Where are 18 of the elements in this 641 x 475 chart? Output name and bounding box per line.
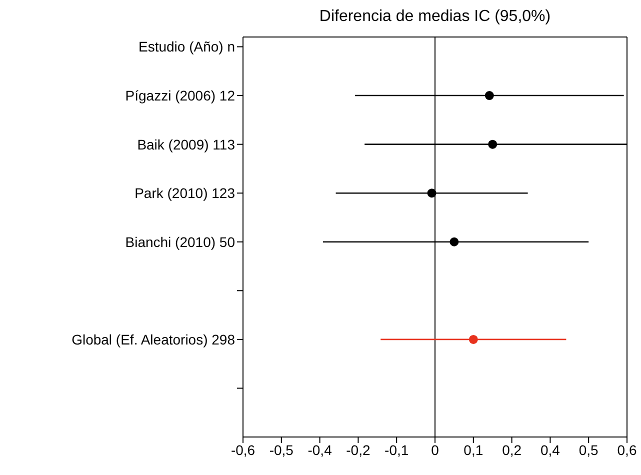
y-tick-label: Pígazzi (2006) 12 <box>125 88 236 104</box>
x-tick-label: -0,2 <box>346 442 370 458</box>
x-tick-label: 0,6 <box>617 442 637 458</box>
x-tick-label: -0,1 <box>384 442 409 458</box>
x-tick-label: -0,4 <box>308 442 332 458</box>
y-tick-label: Bianchi (2010) 50 <box>125 234 236 250</box>
y-tick-label: Park (2010) 123 <box>134 185 236 202</box>
y-tick-label: Baik (2009) 113 <box>137 136 236 152</box>
x-tick-label: 0,4 <box>540 442 560 458</box>
y-tick-label: Estudio (Año) n <box>138 38 235 55</box>
x-tick-label: -0,6 <box>230 442 256 458</box>
x-tick-label: 0,5 <box>578 442 599 458</box>
x-tick-label: 0,2 <box>502 442 522 458</box>
x-tick-label: -0,5 <box>269 442 294 458</box>
x-tick-label: 0,1 <box>464 442 484 458</box>
y-tick-label: Global (Ef. Aleatorios) 298 <box>72 331 236 348</box>
chart-title: Diferencia de medias IC (95,0%) <box>318 8 552 26</box>
x-tick-label: 0 <box>431 442 440 458</box>
